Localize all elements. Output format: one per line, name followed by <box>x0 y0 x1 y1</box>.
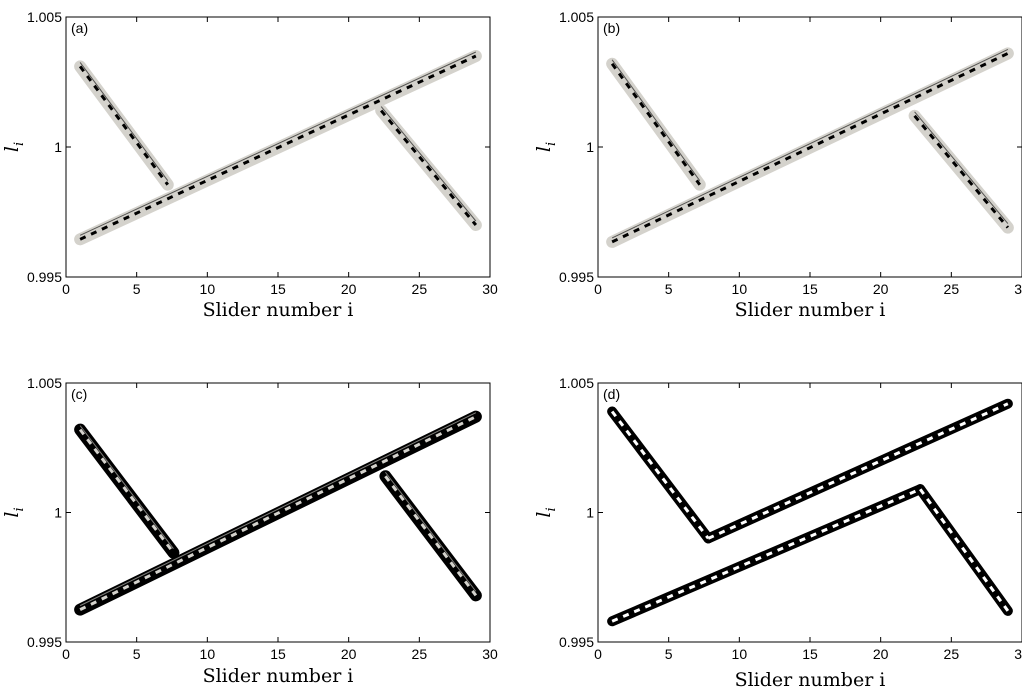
x-tick-label: 20 <box>341 646 357 662</box>
y-tick-label: 1.005 <box>559 9 594 25</box>
x-tick-label: 5 <box>133 281 141 297</box>
x-tick-label: 15 <box>802 646 818 662</box>
y-axis-title-main: l <box>533 146 555 152</box>
y-axis-title: li <box>1 142 27 152</box>
series-trace-upper-1 <box>79 51 477 236</box>
x-tick-label: 0 <box>594 646 602 662</box>
y-axis-title: li <box>1 507 27 517</box>
panel-a: 0 5 10 15 20 25 30 0.995 1 1.005 (a) Slider number … <box>1 9 498 321</box>
x-tick-label: 15 <box>802 281 818 297</box>
x-tick-label: 25 <box>412 281 428 297</box>
panel-c: 0 5 10 15 20 25 30 0.995 1 1.005 (c) Slider number … <box>1 375 498 687</box>
x-axis-title: Slider number i <box>203 665 354 687</box>
x-tick-label: 25 <box>944 646 960 662</box>
series-trace-upper-2 <box>914 111 1009 224</box>
y-tick-label: 0.995 <box>559 634 594 650</box>
y-tick-label: 1 <box>586 505 594 521</box>
series-band-1 <box>703 398 1013 544</box>
y-tick-label: 1 <box>54 505 62 521</box>
series-line-1 <box>79 415 477 611</box>
x-tick-label: 10 <box>732 646 748 662</box>
series-trace-upper-2 <box>611 484 921 618</box>
x-tick-label: 20 <box>341 281 357 297</box>
panel-label: (d) <box>603 386 620 402</box>
x-tick-label: 10 <box>732 281 748 297</box>
series-line-3 <box>919 488 1010 612</box>
x-tick-label: 30 <box>482 281 498 297</box>
panel-label: (b) <box>603 20 620 36</box>
series-trace-upper-1 <box>708 399 1009 535</box>
series-line-0 <box>610 410 710 540</box>
x-tick-label: 25 <box>412 646 428 662</box>
y-axis-title-main: l <box>533 512 555 518</box>
plot-area <box>74 410 482 616</box>
series-line-1 <box>611 52 1009 244</box>
series-trace-upper-1 <box>79 412 477 607</box>
series-line-2 <box>611 487 921 623</box>
y-tick-label: 0.995 <box>27 269 62 285</box>
series-trace-upper-0 <box>79 425 174 549</box>
x-axis-title: Slider number i <box>735 669 886 691</box>
panel-label: (c) <box>71 386 87 402</box>
series-line-2 <box>913 114 1010 229</box>
x-tick-label: 0 <box>594 281 602 297</box>
y-tick-label: 1.005 <box>27 375 62 391</box>
plot-area <box>606 47 1014 248</box>
series-trace-upper-2 <box>380 106 477 222</box>
series-line-0 <box>610 62 701 186</box>
y-axis-title-subscript: i <box>544 507 559 511</box>
y-tick-label: 1 <box>54 139 62 155</box>
y-tick-label: 0.995 <box>27 634 62 650</box>
x-tick-label: 0 <box>62 281 70 297</box>
x-tick-label: 5 <box>133 646 141 662</box>
series-line-1 <box>79 54 477 241</box>
panel-d: 0 5 10 15 20 25 30 0.995 1 1.005 (d) Slider number … <box>533 375 1022 691</box>
x-tick-label: 0 <box>62 646 70 662</box>
x-tick-label: 15 <box>270 646 286 662</box>
series-trace-upper-1 <box>611 48 1009 239</box>
y-axis-title-subscript: i <box>12 507 27 511</box>
series-trace-upper-0 <box>611 407 709 535</box>
x-tick-label: 10 <box>200 281 216 297</box>
x-axis-title: Slider number i <box>203 299 354 321</box>
series-line-0 <box>78 428 175 554</box>
series-line-2 <box>380 109 478 226</box>
x-tick-label: 15 <box>270 281 286 297</box>
x-tick-label: 30 <box>1014 646 1022 662</box>
series-trace-upper-3 <box>919 484 1009 608</box>
series-trace-upper-2 <box>385 471 477 592</box>
x-tick-label: 25 <box>944 281 960 297</box>
series-trace-upper-0 <box>79 62 169 181</box>
x-tick-label: 20 <box>873 281 889 297</box>
y-tick-label: 1 <box>586 139 594 155</box>
series-line-0 <box>78 65 169 186</box>
panel-b: 0 5 10 15 20 25 30 0.995 1 1.005 (b) Slider number … <box>533 9 1022 321</box>
x-tick-label: 20 <box>873 646 889 662</box>
plot-area <box>607 398 1013 627</box>
plot-area <box>74 50 482 246</box>
x-tick-label: 30 <box>1014 281 1022 297</box>
series-trace-upper-0 <box>611 59 701 181</box>
y-tick-label: 1.005 <box>559 375 594 391</box>
y-axis-title-subscript: i <box>12 142 27 146</box>
series-line-2 <box>384 475 478 597</box>
y-axis-title-main: l <box>1 512 23 518</box>
x-tick-label: 30 <box>482 646 498 662</box>
x-tick-label: 10 <box>200 646 216 662</box>
x-axis-title: Slider number i <box>735 299 886 321</box>
y-axis-title: li <box>533 507 559 517</box>
y-axis-title-subscript: i <box>544 142 559 146</box>
y-axis-title-main: l <box>1 146 23 152</box>
x-tick-label: 5 <box>665 281 673 297</box>
x-tick-label: 5 <box>665 646 673 662</box>
panel-label: (a) <box>71 20 88 36</box>
y-tick-label: 0.995 <box>559 269 594 285</box>
y-axis-title: li <box>533 142 559 152</box>
y-tick-label: 1.005 <box>27 9 62 25</box>
